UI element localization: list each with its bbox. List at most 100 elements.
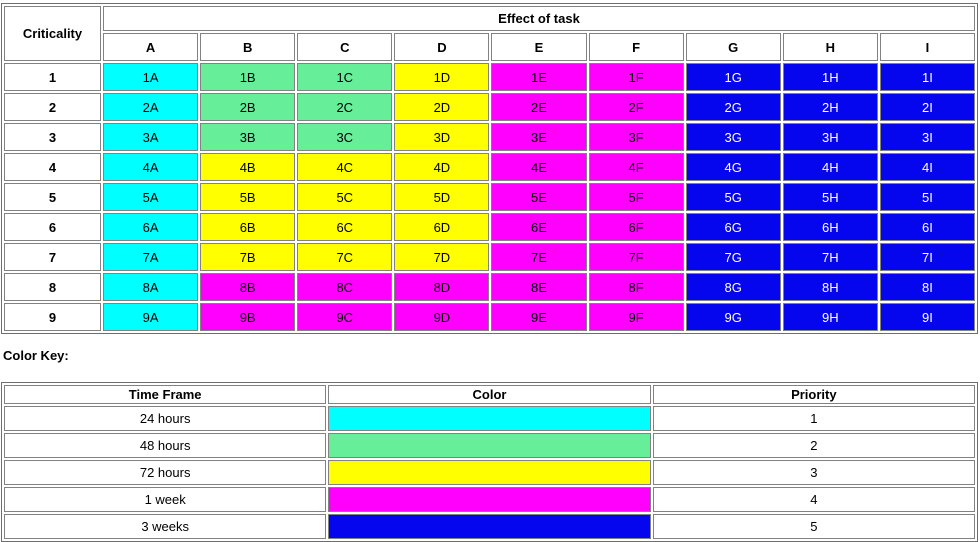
matrix-cell-7I: 7I: [879, 243, 975, 271]
matrix-cell-7A: 7A: [103, 243, 199, 271]
matrix-cell-1H: 1H: [782, 63, 878, 91]
matrix-cell-9E: 9E: [491, 303, 587, 331]
column-header-B: B: [200, 33, 296, 61]
key-color-swatch-yellow: [328, 460, 651, 485]
matrix-cell-6D: 6D: [394, 213, 490, 241]
matrix-cell-8B: 8B: [200, 273, 296, 301]
matrix-row-9: 9 9A 9B 9C 9D 9E 9F 9G 9H 9I: [4, 303, 975, 331]
matrix-cell-5B: 5B: [200, 183, 296, 211]
matrix-cell-8H: 8H: [782, 273, 878, 301]
matrix-cell-4G: 4G: [685, 153, 781, 181]
matrix-row-3: 3 3A 3B 3C 3D 3E 3F 3G 3H 3I: [4, 123, 975, 151]
key-column-header-color: Color: [328, 385, 651, 404]
matrix-cell-9A: 9A: [103, 303, 199, 331]
effect-of-task-header: Effect of task: [103, 6, 975, 31]
matrix-cell-5C: 5C: [297, 183, 393, 211]
matrix-cell-3F: 3F: [588, 123, 684, 151]
matrix-cell-9F: 9F: [588, 303, 684, 331]
column-header-H: H: [782, 33, 878, 61]
column-header-C: C: [297, 33, 393, 61]
matrix-cell-6F: 6F: [588, 213, 684, 241]
matrix-cell-4H: 4H: [782, 153, 878, 181]
matrix-cell-4C: 4C: [297, 153, 393, 181]
color-key-header-row: Time Frame Color Priority: [4, 385, 975, 404]
matrix-cell-8C: 8C: [297, 273, 393, 301]
matrix-cell-3H: 3H: [782, 123, 878, 151]
key-color-swatch-cyan: [328, 406, 651, 431]
color-key-heading: Color Key:: [3, 348, 69, 363]
matrix-cell-8D: 8D: [394, 273, 490, 301]
criticality-row-header: 8: [4, 273, 101, 301]
matrix-cell-3G: 3G: [685, 123, 781, 151]
column-header-A: A: [103, 33, 199, 61]
column-header-F: F: [588, 33, 684, 61]
matrix-cell-9C: 9C: [297, 303, 393, 331]
key-row-green: 48 hours 2: [4, 433, 975, 458]
column-header-G: G: [685, 33, 781, 61]
key-priority: 1: [652, 406, 975, 431]
column-header-I: I: [879, 33, 975, 61]
matrix-cell-4I: 4I: [879, 153, 975, 181]
key-time-frame: 48 hours: [4, 433, 327, 458]
key-priority: 5: [652, 514, 975, 539]
matrix-cell-7C: 7C: [297, 243, 393, 271]
matrix-cell-9B: 9B: [200, 303, 296, 331]
matrix-row-5: 5 5A 5B 5C 5D 5E 5F 5G 5H 5I: [4, 183, 975, 211]
matrix-cell-5E: 5E: [491, 183, 587, 211]
key-priority: 3: [652, 460, 975, 485]
matrix-cell-9D: 9D: [394, 303, 490, 331]
matrix-cell-9G: 9G: [685, 303, 781, 331]
matrix-row-1: 1 1A 1B 1C 1D 1E 1F 1G 1H 1I: [4, 63, 975, 91]
key-row-magenta: 1 week 4: [4, 487, 975, 512]
criticality-row-header: 2: [4, 93, 101, 121]
matrix-cell-4F: 4F: [588, 153, 684, 181]
matrix-cell-6G: 6G: [685, 213, 781, 241]
key-priority: 4: [652, 487, 975, 512]
key-column-header-priority: Priority: [652, 385, 975, 404]
criticality-row-header: 9: [4, 303, 101, 331]
matrix-cell-6I: 6I: [879, 213, 975, 241]
key-time-frame: 3 weeks: [4, 514, 327, 539]
matrix-cell-8E: 8E: [491, 273, 587, 301]
matrix-cell-1C: 1C: [297, 63, 393, 91]
matrix-cell-5G: 5G: [685, 183, 781, 211]
matrix-cell-5A: 5A: [103, 183, 199, 211]
matrix-row-2: 2 2A 2B 2C 2D 2E 2F 2G 2H 2I: [4, 93, 975, 121]
matrix-cell-2D: 2D: [394, 93, 490, 121]
key-color-swatch-blue: [328, 514, 651, 539]
criticality-row-header: 5: [4, 183, 101, 211]
key-priority: 2: [652, 433, 975, 458]
matrix-cell-9I: 9I: [879, 303, 975, 331]
color-key-table: Time Frame Color Priority 24 hours 1 48 hour…: [1, 382, 978, 542]
matrix-cell-2F: 2F: [588, 93, 684, 121]
matrix-cell-8I: 8I: [879, 273, 975, 301]
matrix-cell-1E: 1E: [491, 63, 587, 91]
key-color-swatch-green: [328, 433, 651, 458]
matrix-cell-4D: 4D: [394, 153, 490, 181]
criticality-row-header: 7: [4, 243, 101, 271]
key-time-frame: 72 hours: [4, 460, 327, 485]
matrix-cell-1G: 1G: [685, 63, 781, 91]
matrix-cell-2E: 2E: [491, 93, 587, 121]
matrix-cell-1D: 1D: [394, 63, 490, 91]
criticality-row-header: 6: [4, 213, 101, 241]
matrix-cell-7B: 7B: [200, 243, 296, 271]
matrix-cell-4A: 4A: [103, 153, 199, 181]
matrix-cell-3I: 3I: [879, 123, 975, 151]
matrix-row-8: 8 8A 8B 8C 8D 8E 8F 8G 8H 8I: [4, 273, 975, 301]
column-header-E: E: [491, 33, 587, 61]
matrix-cell-6C: 6C: [297, 213, 393, 241]
matrix-cell-7E: 7E: [491, 243, 587, 271]
key-time-frame: 24 hours: [4, 406, 327, 431]
matrix-cell-5F: 5F: [588, 183, 684, 211]
matrix-cell-2A: 2A: [103, 93, 199, 121]
matrix-cell-1I: 1I: [879, 63, 975, 91]
matrix-cell-3E: 3E: [491, 123, 587, 151]
matrix-cell-2G: 2G: [685, 93, 781, 121]
matrix-cell-3B: 3B: [200, 123, 296, 151]
matrix-cell-2B: 2B: [200, 93, 296, 121]
matrix-row-4: 4 4A 4B 4C 4D 4E 4F 4G 4H 4I: [4, 153, 975, 181]
matrix-cell-8G: 8G: [685, 273, 781, 301]
matrix-cell-1F: 1F: [588, 63, 684, 91]
column-header-D: D: [394, 33, 490, 61]
